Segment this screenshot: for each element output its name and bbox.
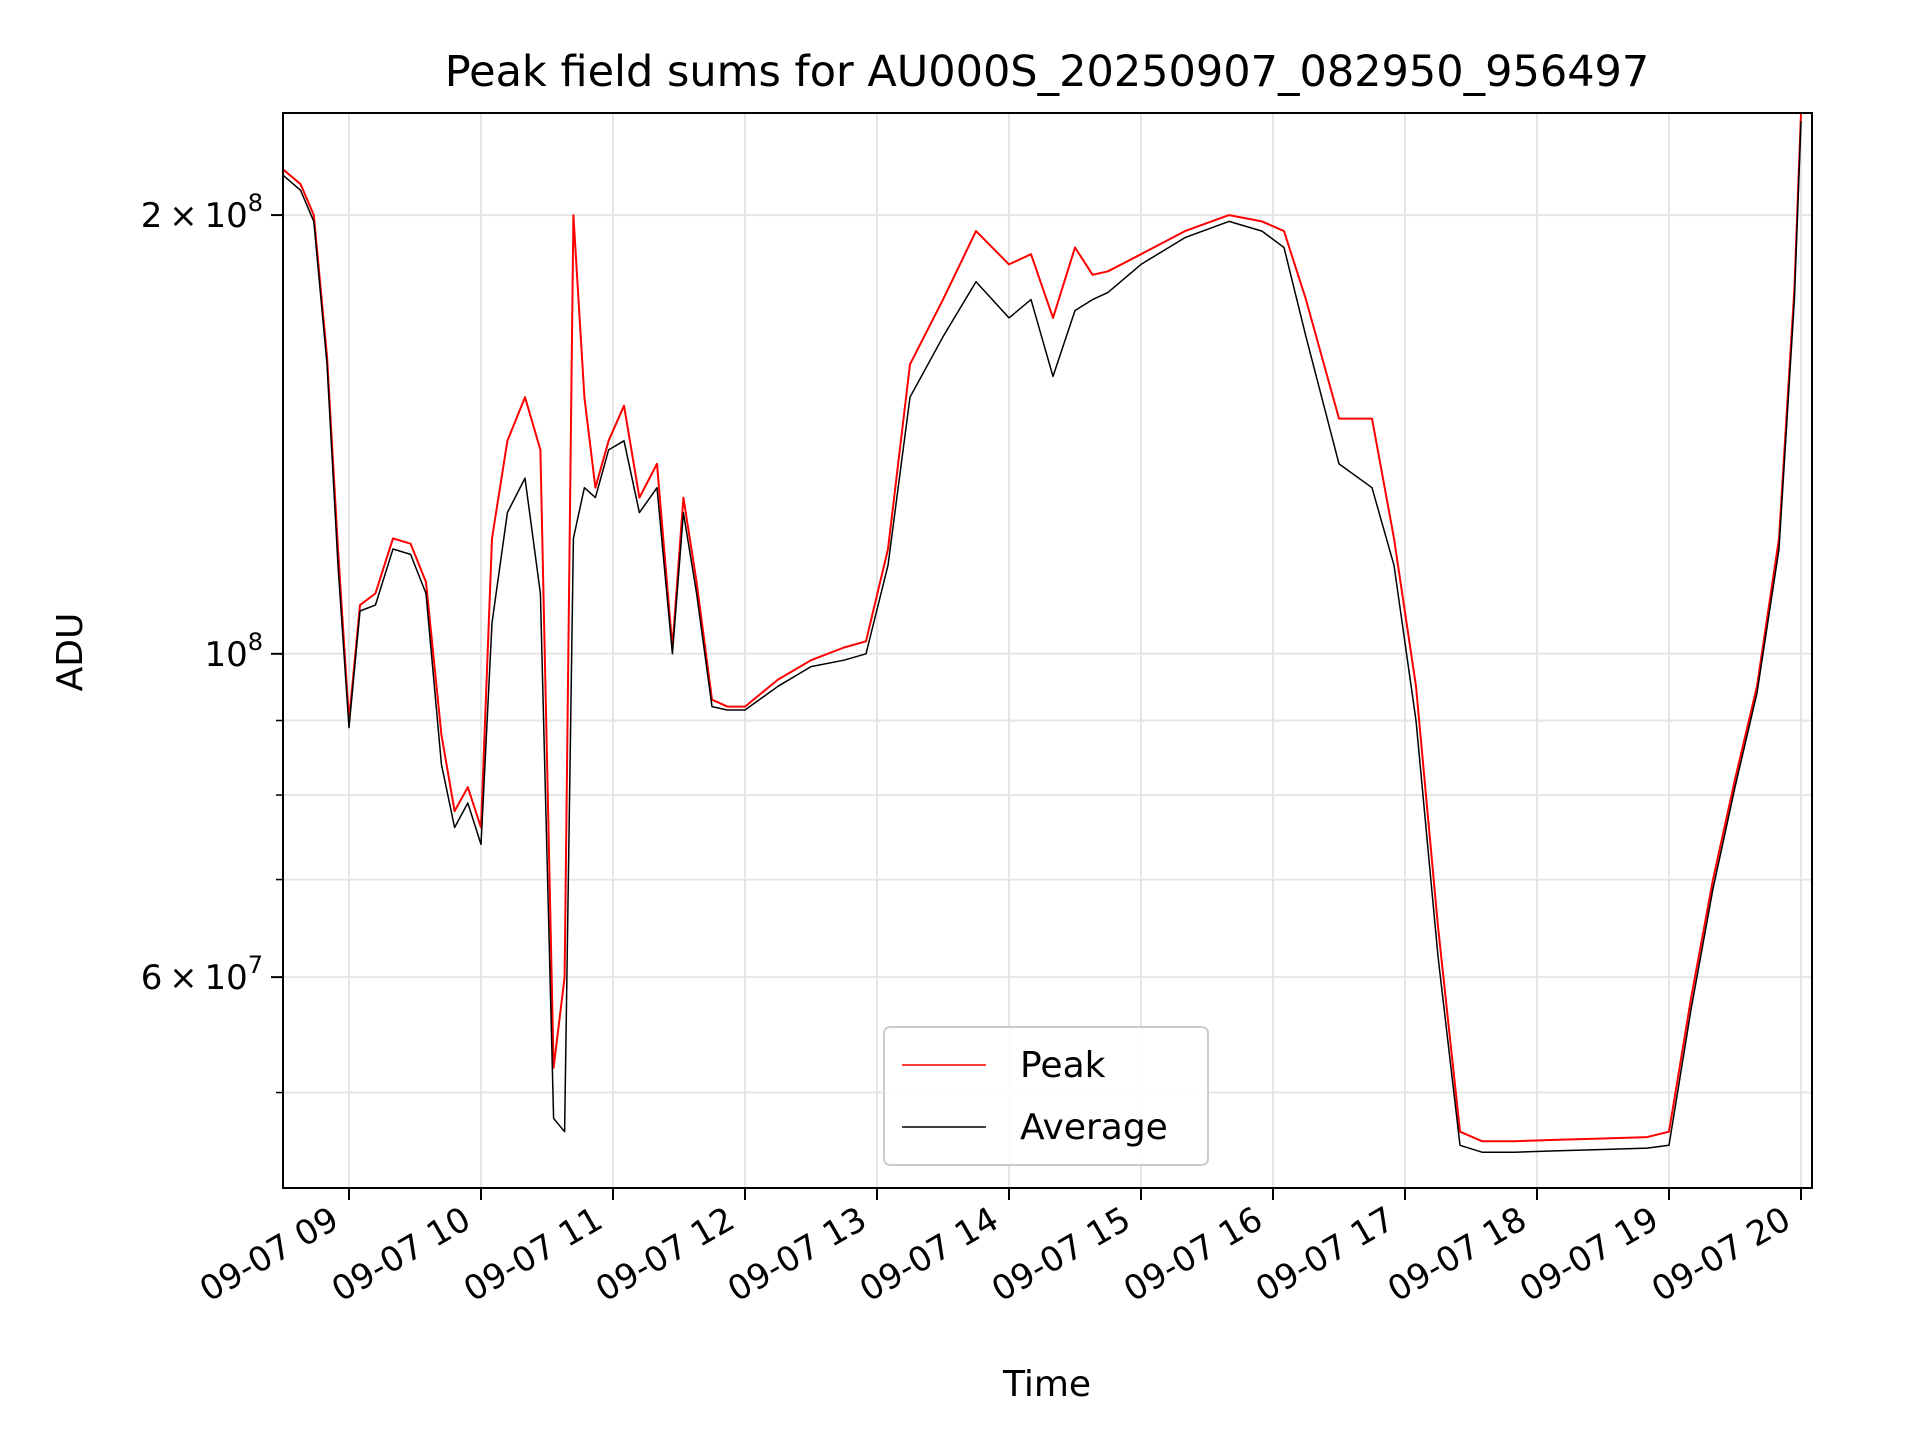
legend-label-average: Average: [1020, 1107, 1168, 1148]
chart-title: Peak field sums for AU000S_20250907_0829…: [445, 47, 1650, 97]
y-tick-label: 2 × 108: [141, 189, 263, 236]
y-axis-title: ADU: [50, 613, 91, 692]
x-axis-title: Time: [1002, 1364, 1091, 1405]
series-line-average: [282, 121, 1802, 1153]
series-line-peak: [282, 112, 1802, 1143]
plot-area-frame: [282, 112, 1813, 1189]
legend: Peak Average: [883, 1026, 1209, 1166]
grid: [283, 113, 1812, 1188]
legend-label-peak: Peak: [1020, 1045, 1106, 1086]
legend-box: [883, 1026, 1209, 1166]
y-tick-label: 108: [204, 628, 263, 675]
y-tick-label: 6 × 107: [141, 951, 263, 998]
series-layer: [282, 112, 1802, 1153]
